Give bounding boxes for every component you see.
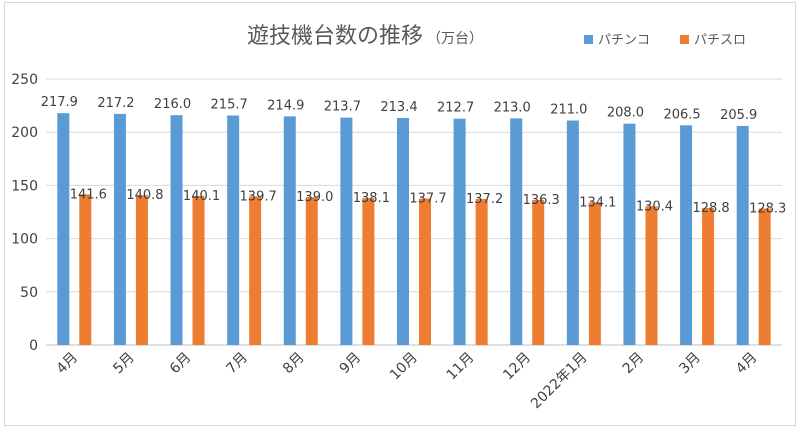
data-label-pachislot: 128.3 <box>749 201 786 216</box>
x-tick-label: 4月 <box>54 350 82 378</box>
data-label-pachinko: 215.7 <box>211 97 248 112</box>
bar-pachislot <box>758 208 771 345</box>
bar-pachislot <box>419 198 431 345</box>
data-label-pachinko: 205.9 <box>720 108 757 123</box>
data-label-pachinko: 206.5 <box>663 107 700 122</box>
bar-pachislot <box>192 195 205 345</box>
data-label-pachinko: 208.0 <box>607 106 644 121</box>
x-tick-label: 10月 <box>387 350 421 384</box>
data-label-pachinko: 217.2 <box>97 96 134 111</box>
bar-pachinko <box>680 125 693 345</box>
bar-pachislot <box>79 194 92 345</box>
data-label-pachinko: 214.9 <box>267 98 304 113</box>
data-label-pachislot: 137.2 <box>466 192 503 207</box>
bar-pachislot <box>475 199 488 345</box>
data-label-pachislot: 139.0 <box>296 190 333 205</box>
y-tick-label: 0 <box>29 338 38 354</box>
y-tick-label: 150 <box>11 178 38 194</box>
data-label-pachinko: 216.0 <box>154 97 191 112</box>
data-label-pachislot: 139.7 <box>240 189 277 204</box>
data-label-pachislot: 138.1 <box>353 191 390 206</box>
legend-label-pachislot: パチスロ <box>694 33 746 48</box>
bar-pachislot <box>532 199 545 345</box>
x-tick-label: 9月 <box>337 350 365 378</box>
bar-pachinko <box>566 120 579 345</box>
data-label-pachinko: 213.7 <box>324 100 361 115</box>
x-tick-label: 7月 <box>223 350 251 378</box>
chart-title: 遊技機台数の推移 （万台） <box>247 24 483 49</box>
chart-title-main: 遊技機台数の推移 <box>247 24 423 49</box>
x-tick-label: 12月 <box>500 350 534 384</box>
bar-pachislot <box>362 198 375 345</box>
y-tick-label: 200 <box>11 125 38 141</box>
legend-swatch-pachinko <box>584 35 593 44</box>
y-tick-label: 100 <box>11 232 38 248</box>
legend: パチンコ パチスロ <box>584 33 746 48</box>
bar-pachislot <box>588 202 601 345</box>
chart-title-unit: （万台） <box>427 31 483 47</box>
x-tick-label: 6月 <box>167 350 195 378</box>
x-tick-label: 8月 <box>280 350 308 378</box>
bar-pachinko <box>170 115 183 346</box>
x-tick-label: 2月 <box>620 350 648 378</box>
data-label-pachinko: 211.0 <box>550 102 587 117</box>
data-label-pachislot: 130.4 <box>636 199 673 214</box>
bar-pachislot <box>645 206 658 345</box>
bar-pachinko <box>283 116 296 345</box>
y-tick-label: 250 <box>11 72 38 88</box>
bar-pachislot <box>249 196 262 345</box>
bar-pachislot <box>305 197 318 345</box>
bar-pachinko <box>623 123 636 345</box>
bar-pachinko <box>736 125 749 346</box>
data-label-pachislot: 134.1 <box>579 195 616 210</box>
bar-pachinko <box>57 113 70 345</box>
bar-pachinko <box>453 118 466 346</box>
data-label-pachinko: 213.0 <box>494 100 531 115</box>
bars <box>57 113 771 346</box>
bar-pachinko <box>397 117 409 345</box>
data-labels: 217.9 141.6 217.2 140.8 216.0 140.1 215.7 139.7… <box>41 95 787 216</box>
bar-pachinko <box>340 117 353 345</box>
x-tick-label: 5月 <box>110 350 138 378</box>
y-tick-label: 50 <box>20 285 38 301</box>
data-label-pachislot: 128.8 <box>692 201 729 216</box>
legend-label-pachinko: パチンコ <box>598 33 650 48</box>
bar-pachinko <box>510 118 523 345</box>
data-label-pachinko: 213.4 <box>380 100 417 115</box>
legend-swatch-pachislot <box>680 35 689 44</box>
data-label-pachislot: 136.3 <box>523 193 560 208</box>
y-axis: 0 50 100 150 200 250 <box>11 72 38 354</box>
data-label-pachinko: 217.9 <box>41 95 78 110</box>
gridlines <box>46 78 782 346</box>
data-label-pachislot: 140.1 <box>183 189 220 204</box>
x-tick-label: 2022年1月 <box>528 350 591 413</box>
x-tick-label: 3月 <box>676 350 704 378</box>
data-label-pachinko: 212.7 <box>437 101 474 116</box>
x-tick-label: 4月 <box>733 350 761 378</box>
bar-pachinko <box>227 115 240 345</box>
data-label-pachislot: 141.6 <box>70 187 107 202</box>
x-tick-label: 11月 <box>444 350 478 384</box>
bar-pachislot <box>702 207 715 345</box>
bar-pachinko <box>113 113 126 345</box>
bar-pachislot <box>135 195 148 345</box>
data-label-pachislot: 137.7 <box>409 191 446 206</box>
data-label-pachislot: 140.8 <box>126 188 163 203</box>
